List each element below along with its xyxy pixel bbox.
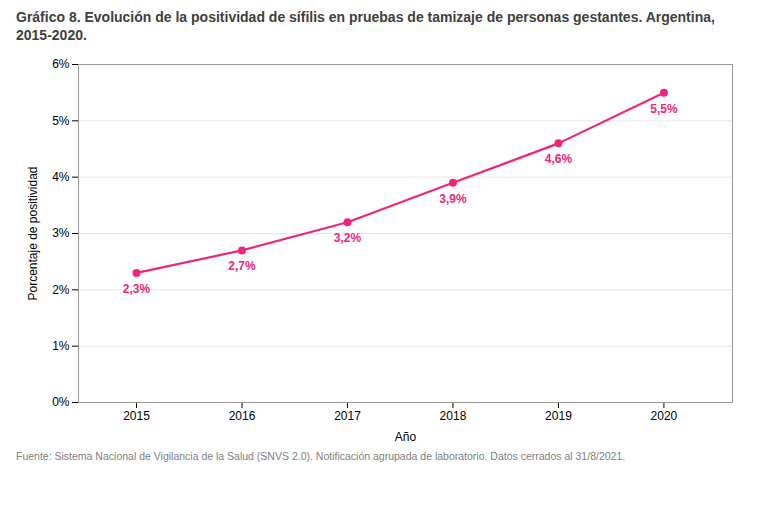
svg-text:2,7%: 2,7% <box>228 260 256 274</box>
svg-text:2015: 2015 <box>123 409 150 423</box>
svg-text:5,5%: 5,5% <box>650 102 678 116</box>
svg-text:Porcentaje de positividad: Porcentaje de positividad <box>26 167 40 301</box>
html-text:Fuente: Sistema Nacional de Vi: Fuente: Sistema Nacional de Vigilancia d… <box>16 450 626 463</box>
svg-text:3,9%: 3,9% <box>439 192 467 206</box>
svg-text:1%: 1% <box>52 339 70 353</box>
svg-text:2018: 2018 <box>440 409 467 423</box>
svg-text:2%: 2% <box>52 283 70 297</box>
svg-text:5%: 5% <box>52 114 70 128</box>
svg-text:4%: 4% <box>52 170 70 184</box>
svg-text:2,3%: 2,3% <box>123 282 151 296</box>
svg-text:3%: 3% <box>52 227 70 241</box>
svg-text:0%: 0% <box>52 396 70 410</box>
svg-text:4,6%: 4,6% <box>545 153 573 167</box>
svg-text:6%: 6% <box>52 58 70 72</box>
svg-text:3,2%: 3,2% <box>334 231 362 245</box>
svg-text:2017: 2017 <box>334 409 361 423</box>
svg-text:2019: 2019 <box>545 409 572 423</box>
svg-text:2020: 2020 <box>651 409 678 423</box>
html-text:Gráfico 8. Evolución de la pos: Gráfico 8. Evolución de la positividad d… <box>16 9 715 44</box>
svg-text:2016: 2016 <box>229 409 256 423</box>
svg-text:Año: Año <box>395 430 417 444</box>
